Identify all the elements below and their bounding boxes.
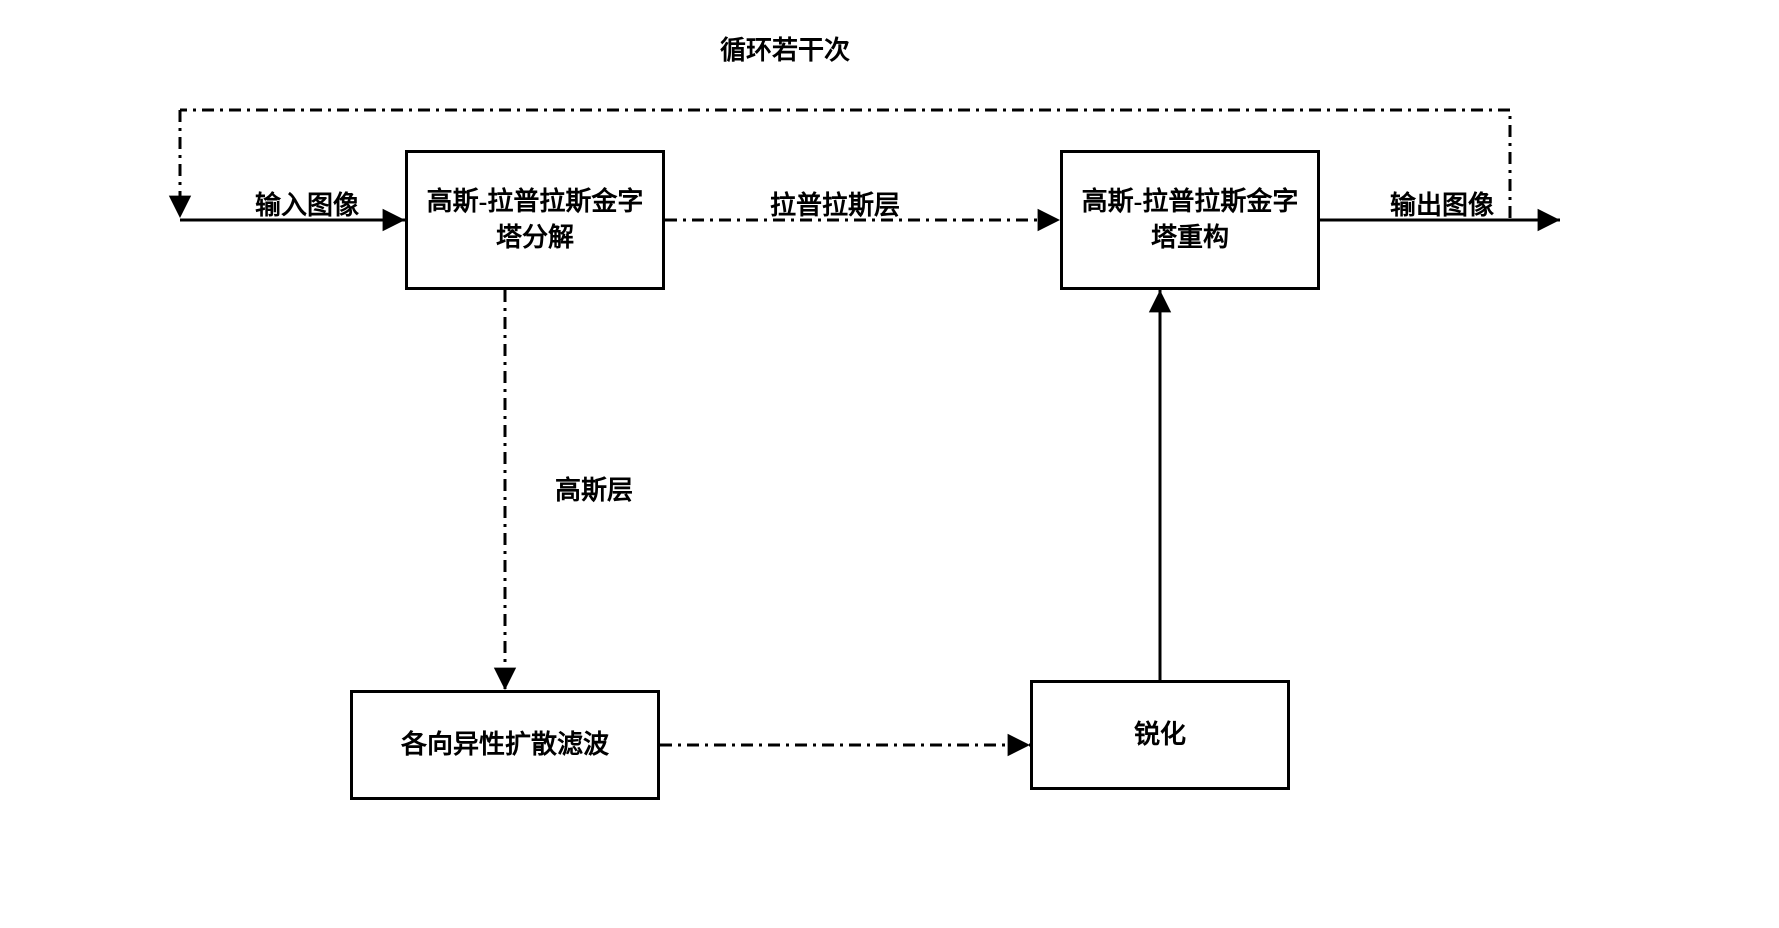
arrowhead-decompose-to-reconstruct [1038,209,1060,231]
node-reconstruct: 高斯-拉普拉斯金字塔重构 [1060,150,1320,290]
label-loop: 循环若干次 [720,30,850,67]
arrowhead-feedback-left-down [169,196,191,218]
node-decompose: 高斯-拉普拉斯金字塔分解 [405,150,665,290]
arrowhead-sharpen-to-reconstruct [1149,290,1171,312]
diagram-container: 高斯-拉普拉斯金字塔分解 高斯-拉普拉斯金字塔重构 各向异性扩散滤波 锐化 循环… [0,0,1779,928]
label-input: 输入图像 [255,185,359,222]
arrowhead-decompose-to-aniso [494,668,516,690]
label-output: 输出图像 [1390,185,1494,222]
node-aniso: 各向异性扩散滤波 [350,690,660,800]
node-decompose-label: 高斯-拉普拉斯金字塔分解 [408,184,662,257]
node-sharpen: 锐化 [1030,680,1290,790]
arrowhead-output-arrow [1538,209,1560,231]
node-sharpen-label: 锐化 [1126,717,1194,753]
arrowhead-aniso-to-sharpen [1008,734,1030,756]
edges-layer [0,0,1779,928]
node-aniso-label: 各向异性扩散滤波 [393,727,617,763]
arrowhead-input-arrow [383,209,405,231]
node-reconstruct-label: 高斯-拉普拉斯金字塔重构 [1063,184,1317,257]
label-laplacian: 拉普拉斯层 [770,185,900,222]
label-gaussian: 高斯层 [555,470,633,507]
